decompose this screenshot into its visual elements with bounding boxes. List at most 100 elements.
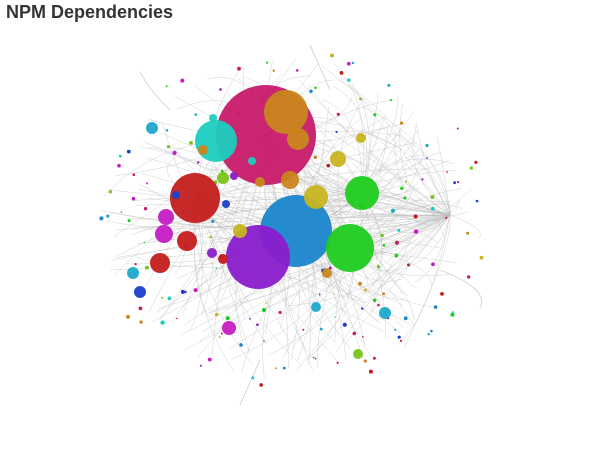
package-node[interactable] (220, 332, 223, 335)
package-node[interactable] (364, 288, 367, 292)
package-node[interactable] (345, 176, 379, 210)
package-node[interactable] (309, 89, 313, 94)
package-node[interactable] (389, 99, 392, 102)
package-node[interactable] (264, 90, 308, 134)
package-node[interactable] (180, 289, 185, 294)
package-node[interactable] (363, 359, 367, 363)
package-node[interactable] (263, 340, 265, 342)
package-node[interactable] (336, 361, 339, 364)
package-node[interactable] (127, 267, 139, 279)
package-node[interactable] (376, 264, 380, 268)
package-node[interactable] (302, 328, 305, 331)
package-node[interactable] (209, 235, 212, 239)
package-node[interactable] (311, 302, 321, 312)
package-node[interactable] (359, 97, 362, 101)
package-node[interactable] (446, 171, 448, 173)
package-node[interactable] (237, 66, 241, 71)
package-node[interactable] (261, 307, 267, 313)
package-node[interactable] (165, 129, 169, 132)
package-node[interactable] (222, 321, 236, 335)
package-node[interactable] (314, 86, 317, 90)
package-node[interactable] (475, 199, 479, 203)
package-node[interactable] (400, 186, 404, 190)
package-node[interactable] (239, 343, 243, 347)
package-node[interactable] (413, 229, 419, 234)
package-node[interactable] (134, 263, 137, 266)
package-node[interactable] (399, 339, 403, 342)
package-node[interactable] (207, 357, 212, 362)
package-node[interactable] (158, 209, 174, 225)
package-node[interactable] (397, 335, 401, 339)
package-node[interactable] (272, 69, 275, 72)
package-node[interactable] (132, 173, 136, 176)
package-node[interactable] (146, 182, 149, 185)
package-node[interactable] (211, 219, 215, 223)
package-node[interactable] (467, 275, 471, 279)
package-node[interactable] (314, 357, 317, 360)
package-node[interactable] (146, 122, 158, 134)
package-node[interactable] (440, 292, 444, 296)
package-node[interactable] (120, 211, 123, 214)
package-node[interactable] (394, 328, 397, 331)
package-node[interactable] (400, 121, 404, 125)
package-node[interactable] (451, 311, 454, 314)
package-node[interactable] (165, 85, 168, 88)
package-node[interactable] (215, 267, 218, 270)
package-node[interactable] (445, 216, 448, 219)
package-node[interactable] (335, 130, 338, 134)
package-node[interactable] (347, 61, 351, 66)
package-node[interactable] (99, 216, 104, 221)
package-node[interactable] (387, 83, 391, 87)
package-node[interactable] (353, 349, 363, 359)
package-node[interactable] (394, 253, 399, 258)
package-node[interactable] (347, 78, 351, 82)
package-node[interactable] (330, 53, 334, 58)
package-node[interactable] (318, 293, 321, 296)
package-node[interactable] (352, 331, 357, 336)
package-node[interactable] (413, 214, 418, 219)
package-node[interactable] (160, 320, 165, 325)
package-node[interactable] (106, 214, 110, 218)
package-node[interactable] (361, 307, 364, 310)
package-node[interactable] (177, 231, 197, 251)
package-node[interactable] (421, 178, 424, 181)
package-node[interactable] (453, 181, 456, 185)
package-node[interactable] (382, 244, 386, 247)
package-node[interactable] (450, 312, 455, 317)
package-node[interactable] (312, 356, 315, 359)
package-node[interactable] (218, 336, 221, 339)
package-node[interactable] (368, 369, 373, 374)
package-node[interactable] (377, 303, 380, 307)
package-node[interactable] (218, 254, 228, 264)
package-node[interactable] (382, 292, 386, 296)
package-node[interactable] (282, 366, 286, 370)
package-node[interactable] (184, 290, 187, 294)
package-node[interactable] (199, 364, 202, 367)
package-node[interactable] (167, 296, 172, 301)
package-node[interactable] (351, 61, 355, 65)
package-node[interactable] (230, 172, 238, 180)
package-node[interactable] (474, 160, 478, 164)
package-node[interactable] (430, 195, 435, 200)
package-node[interactable] (342, 322, 347, 327)
package-node[interactable] (265, 61, 268, 64)
package-node[interactable] (265, 302, 267, 304)
package-node[interactable] (405, 180, 408, 183)
package-node[interactable] (255, 177, 265, 187)
package-node[interactable] (251, 376, 255, 380)
package-node[interactable] (295, 69, 299, 72)
package-node[interactable] (189, 141, 193, 145)
package-node[interactable] (339, 71, 344, 75)
package-node[interactable] (278, 310, 282, 315)
package-node[interactable] (390, 208, 396, 213)
package-node[interactable] (180, 78, 185, 83)
package-node[interactable] (222, 200, 230, 208)
package-node[interactable] (403, 316, 408, 321)
package-node[interactable] (193, 288, 198, 293)
package-node[interactable] (466, 231, 470, 235)
package-node[interactable] (425, 143, 429, 148)
package-node[interactable] (319, 327, 323, 331)
package-node[interactable] (433, 305, 438, 309)
package-node[interactable] (172, 191, 180, 199)
